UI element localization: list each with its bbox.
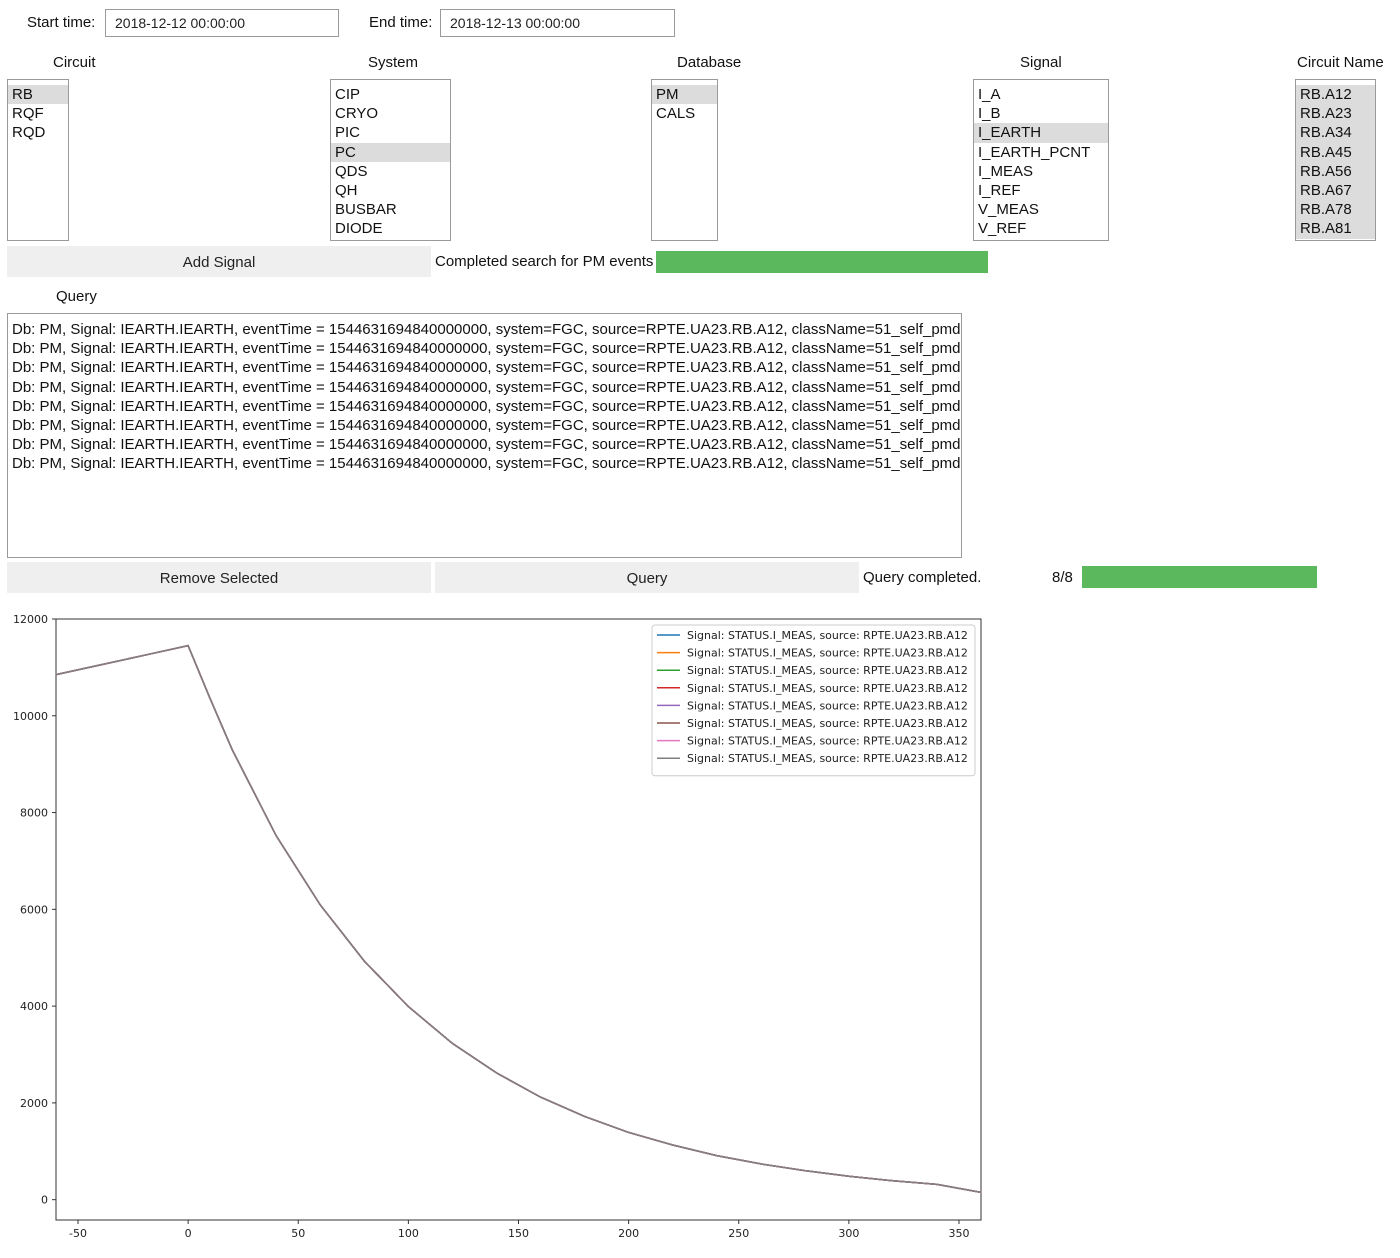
x-tick-label: 300: [838, 1227, 859, 1240]
circuit-name-option[interactable]: RB.A34: [1296, 123, 1375, 143]
x-tick-label: 350: [948, 1227, 969, 1240]
y-tick-label: 0: [41, 1194, 48, 1207]
signal-option[interactable]: V_REF: [978, 220, 1027, 238]
legend-box: [651, 624, 976, 777]
signal-option[interactable]: I_EARTH_PCNT: [978, 143, 1091, 161]
query-list-item[interactable]: Db: PM, Signal: IEARTH.IEARTH, eventTime…: [12, 436, 961, 454]
circuit-label: Circuit: [53, 54, 96, 71]
legend-label: Signal: STATUS.I_MEAS, source: RPTE.UA23…: [687, 682, 968, 695]
signal-option[interactable]: I_REF: [978, 181, 1021, 199]
system-option[interactable]: CRYO: [335, 105, 379, 123]
query-list-item[interactable]: Db: PM, Signal: IEARTH.IEARTH, eventTime…: [12, 359, 961, 377]
query-button[interactable]: Query: [435, 562, 859, 593]
x-tick-label: 0: [185, 1227, 192, 1240]
legend-label: Signal: STATUS.I_MEAS, source: RPTE.UA23…: [687, 717, 968, 730]
search-status-text: Completed search for PM events: [435, 253, 654, 270]
y-tick-label: 2000: [20, 1097, 48, 1110]
database-label: Database: [677, 54, 742, 71]
y-tick-label: 4000: [20, 1000, 48, 1013]
system-option[interactable]: PC: [331, 142, 450, 162]
end-time-label: End time:: [369, 14, 433, 31]
x-tick-label: 150: [508, 1227, 529, 1240]
circuit-listbox[interactable]: RB RQF RQD: [7, 79, 69, 241]
query-list-item[interactable]: Db: PM, Signal: IEARTH.IEARTH, eventTime…: [12, 397, 961, 415]
system-option[interactable]: QDS: [335, 162, 368, 180]
system-label: System: [368, 54, 419, 71]
query-list-item[interactable]: Db: PM, Signal: IEARTH.IEARTH, eventTime…: [12, 455, 961, 473]
y-tick-label: 10000: [13, 710, 48, 723]
y-tick-label: 6000: [20, 903, 48, 916]
x-tick-label: -50: [69, 1227, 87, 1240]
circuit-name-option[interactable]: RB.A81: [1296, 219, 1375, 239]
circuit-name-option[interactable]: RB.A23: [1296, 104, 1375, 124]
start-time-input[interactable]: 2018-12-12 00:00:00: [105, 9, 339, 37]
circuit-option[interactable]: RQF: [12, 105, 44, 123]
start-time-label: Start time:: [27, 14, 96, 31]
end-time-input[interactable]: 2018-12-13 00:00:00: [440, 9, 675, 37]
query-list[interactable]: Db: PM, Signal: IEARTH.IEARTH, eventTime…: [7, 313, 962, 558]
signal-chart: -50 0 50 100 150 200 250 300 350 0 2000 4000 6000 80…: [13, 613, 982, 1240]
signal-option[interactable]: V_MEAS: [978, 201, 1039, 219]
circuit-option[interactable]: RQD: [12, 124, 46, 142]
legend-label: Signal: STATUS.I_MEAS, source: RPTE.UA23…: [687, 629, 968, 642]
database-listbox[interactable]: PM CALS: [651, 79, 718, 241]
legend-label: Signal: STATUS.I_MEAS, source: RPTE.UA23…: [687, 735, 968, 748]
x-tick-label: 200: [618, 1227, 639, 1240]
system-option[interactable]: CIP: [335, 86, 361, 103]
x-tick-label: 100: [398, 1227, 419, 1240]
circuit-name-option[interactable]: RB.A67: [1296, 180, 1375, 201]
query-progress-bar: [1082, 566, 1317, 588]
y-tick-label: 12000: [13, 613, 48, 626]
x-tick-label: 50: [291, 1227, 305, 1240]
remove-selected-button[interactable]: Remove Selected: [7, 562, 431, 593]
search-progress-fill: [656, 251, 988, 273]
signal-option[interactable]: I_A: [978, 86, 1001, 103]
signal-option[interactable]: I_B: [978, 105, 1001, 123]
query-list-item[interactable]: Db: PM, Signal: IEARTH.IEARTH, eventTime…: [12, 417, 961, 435]
query-status-text: Query completed.: [863, 569, 982, 586]
system-option[interactable]: DIODE: [335, 220, 383, 238]
system-option[interactable]: BUSBAR: [335, 201, 397, 219]
system-listbox[interactable]: CIP CRYO PIC PC QDS QH BUSBAR DIODE: [330, 79, 451, 241]
query-label: Query: [56, 288, 97, 305]
circuit-name-option[interactable]: RB.A78: [1296, 200, 1375, 220]
legend-label: Signal: STATUS.I_MEAS, source: RPTE.UA23…: [687, 752, 968, 765]
signal-label: Signal: [1020, 54, 1062, 71]
query-list-item[interactable]: Db: PM, Signal: IEARTH.IEARTH, eventTime…: [12, 378, 961, 396]
circuit-name-option[interactable]: RB.A56: [1296, 161, 1375, 181]
system-option[interactable]: QH: [335, 181, 358, 199]
legend-label: Signal: STATUS.I_MEAS, source: RPTE.UA23…: [687, 664, 968, 677]
circuit-option[interactable]: RB: [8, 85, 68, 105]
x-tick-label: 250: [728, 1227, 749, 1240]
database-option[interactable]: CALS: [656, 105, 696, 123]
query-count: 8/8: [1052, 569, 1073, 586]
search-progress-bar: [656, 251, 988, 273]
circuit-name-label: Circuit Name: [1297, 54, 1384, 71]
query-list-item[interactable]: Db: PM, Signal: IEARTH.IEARTH, eventTime…: [12, 340, 961, 358]
query-list-item[interactable]: Db: PM, Signal: IEARTH.IEARTH, eventTime…: [12, 321, 961, 338]
legend-label: Signal: STATUS.I_MEAS, source: RPTE.UA23…: [687, 647, 968, 660]
circuit-name-option[interactable]: RB.A45: [1296, 142, 1375, 162]
signal-option[interactable]: I_EARTH: [974, 123, 1108, 143]
signal-listbox[interactable]: I_A I_B I_EARTH I_EARTH_PCNT I_MEAS I_REF V_ME…: [973, 79, 1109, 241]
circuit-name-listbox[interactable]: RB.A12 RB.A23 RB.A34 RB.A45 RB.A56 RB.A67 RB.A…: [1295, 79, 1376, 241]
y-tick-label: 8000: [20, 807, 48, 820]
query-progress-fill: [1082, 566, 1317, 588]
database-option[interactable]: PM: [652, 85, 717, 105]
circuit-name-option[interactable]: RB.A12: [1296, 85, 1375, 105]
legend-label: Signal: STATUS.I_MEAS, source: RPTE.UA23…: [687, 699, 968, 712]
signal-option[interactable]: I_MEAS: [978, 162, 1034, 180]
series-line-8: [55, 644, 982, 1194]
system-option[interactable]: PIC: [335, 124, 361, 142]
add-signal-button[interactable]: Add Signal: [7, 246, 431, 277]
